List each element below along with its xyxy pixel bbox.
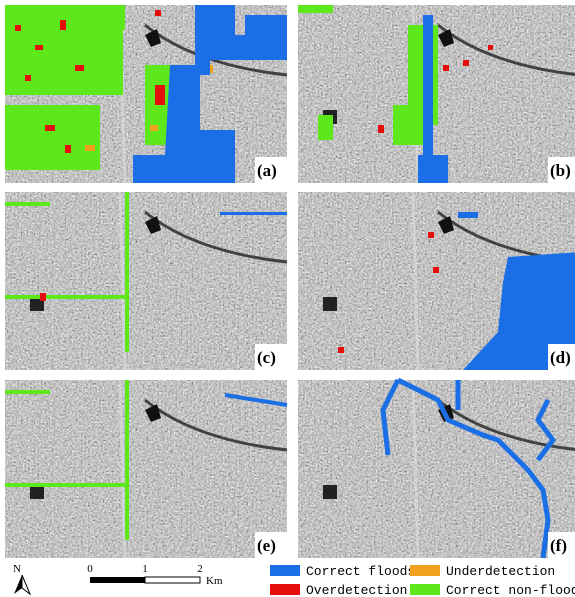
- legend-label: Correct non-floods: [446, 583, 575, 597]
- figure: (a) (b) (c) (d) (e) (f) N 0 1 2 Km Corre…: [0, 0, 575, 597]
- scale-bar: 0 1 2 Km: [87, 563, 223, 587]
- panel-label: (f): [550, 536, 567, 555]
- panel-label: (d): [550, 348, 571, 367]
- legend: Correct floods Underdetection Overdetectio…: [270, 564, 575, 597]
- scale-tick: 2: [197, 563, 203, 575]
- legend-swatch: [410, 565, 440, 576]
- north-arrow: N: [13, 563, 30, 594]
- panel-label: (c): [257, 348, 276, 367]
- panel-f: (f): [298, 380, 575, 558]
- scale-unit: Km: [206, 575, 223, 587]
- panel-a: (a): [5, 5, 287, 183]
- panel-e: (e): [5, 380, 287, 558]
- legend-swatch: [270, 565, 300, 576]
- north-label: N: [13, 563, 21, 575]
- legend-label: Underdetection: [446, 564, 555, 579]
- legend-label: Overdetection: [306, 583, 407, 597]
- panel-d: (d): [298, 192, 575, 370]
- panel-b: (b): [298, 5, 575, 183]
- legend-label: Correct floods: [306, 564, 415, 579]
- panel-label: (b): [550, 161, 571, 180]
- scale-tick: 1: [142, 563, 148, 575]
- scale-tick: 0: [87, 563, 93, 575]
- legend-swatch: [270, 584, 300, 595]
- panel-label: (e): [257, 536, 276, 555]
- panel-label: (a): [257, 161, 277, 180]
- legend-swatch: [410, 584, 440, 595]
- panel-c: (c): [5, 192, 287, 370]
